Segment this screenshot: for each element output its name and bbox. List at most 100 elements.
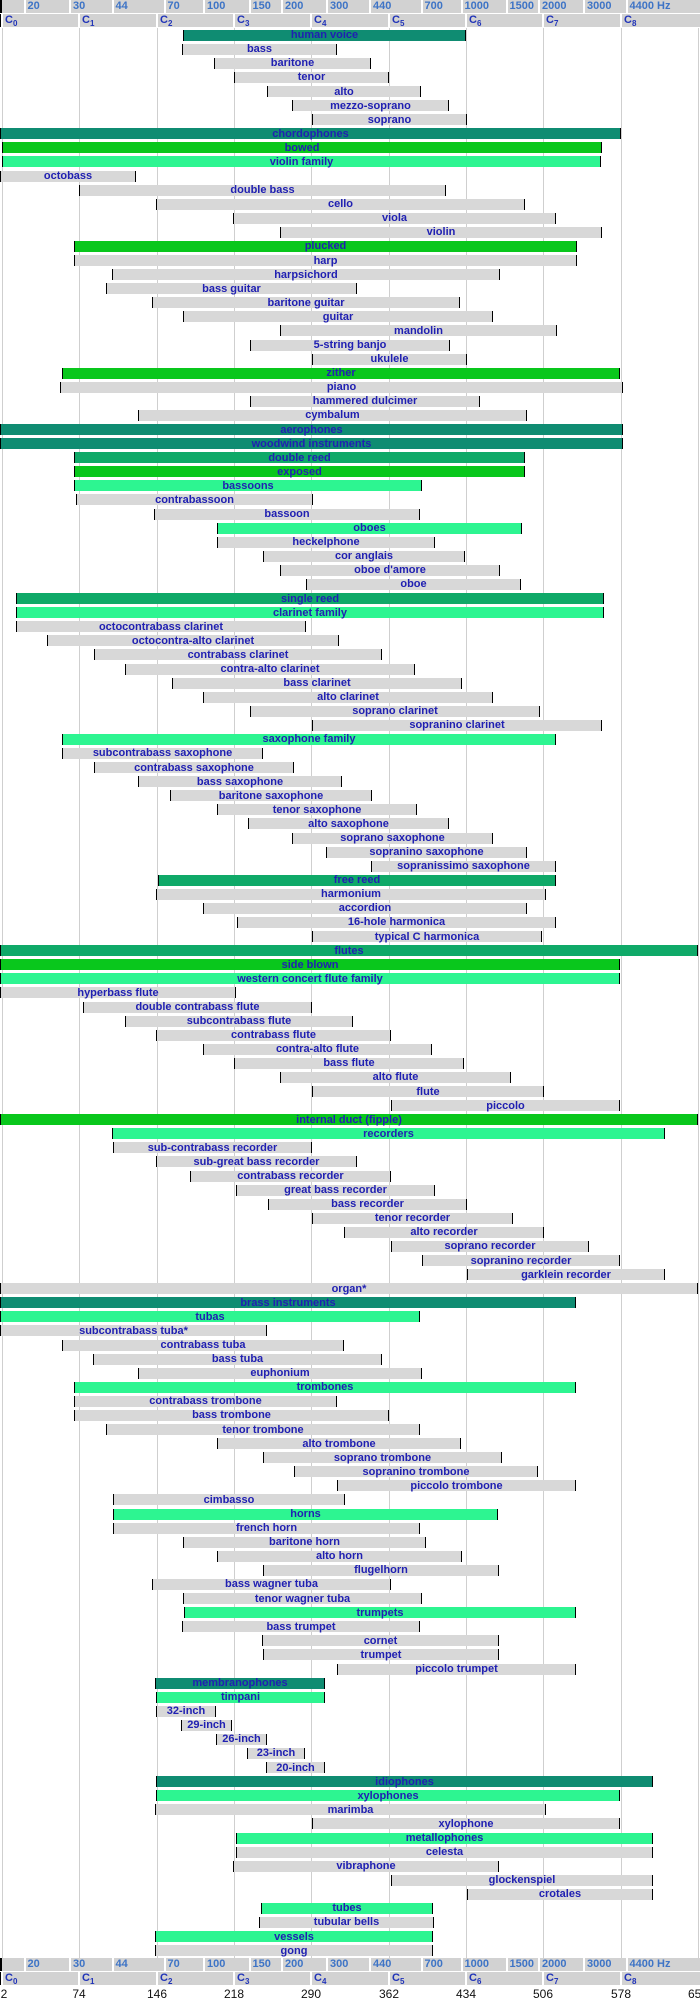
bar-cello	[156, 198, 525, 210]
range-row-subcontrabass-saxophone: subcontrabass saxophone	[0, 746, 700, 760]
label-garklein-recorder: garklein recorder	[521, 1268, 611, 1281]
bar-flute	[312, 1086, 544, 1098]
range-row-viola: viola	[0, 211, 700, 225]
range-row-soprano: soprano	[0, 113, 700, 127]
frequency-tick-label: 44	[115, 0, 128, 12]
frequency-tick	[23, 1957, 26, 1971]
range-row-gong: gong	[0, 1944, 700, 1958]
range-row-single-reed: single reed	[0, 592, 700, 606]
label-16-hole-harmonica: 16-hole harmonica	[347, 916, 446, 929]
bar-guitar	[183, 311, 493, 323]
range-row-western-concert-flute-family: western concert flute family	[0, 972, 700, 986]
label-baritone-saxophone: baritone saxophone	[218, 789, 324, 802]
octave-tick	[156, 14, 158, 28]
frequency-tick	[420, 0, 423, 14]
range-row-xylophone: xylophone	[0, 1817, 700, 1831]
frequency-tick-label: 30	[73, 1957, 86, 1970]
range-row-vessels: vessels	[0, 1930, 700, 1944]
frequency-tick-label: 150	[252, 0, 271, 12]
octave-tick	[233, 1971, 235, 1985]
octave-axis-top: C0 C1 C2 C3 C4 C5 C6 C7 C8	[0, 14, 700, 29]
range-row-glockenspiel: glockenspiel	[0, 1873, 700, 1887]
label-french-horn: french horn	[235, 1522, 298, 1535]
label-bass-trumpet: bass trumpet	[266, 1620, 336, 1633]
label-free-reed: free reed	[333, 874, 381, 887]
label-brass-instruments: brass instruments	[240, 1296, 336, 1309]
label-great-bass-recorder: great bass recorder	[284, 1184, 387, 1197]
label-sopranino-clarinet: sopranino clarinet	[409, 719, 505, 732]
range-row-bass-guitar: bass guitar	[0, 282, 700, 296]
label-piccolo-trombone: piccolo trombone	[410, 1479, 503, 1492]
label-trumpet: trumpet	[360, 1648, 402, 1661]
bar-euphonium	[138, 1367, 422, 1379]
range-row-double-contrabass-flute: double contrabass flute	[0, 1000, 700, 1014]
range-row-contrabass-recorder: contrabass recorder	[0, 1169, 700, 1183]
octave-tick	[1, 14, 3, 28]
ruler-number: 218	[223, 1986, 245, 2001]
range-row-hyperbass-flute: hyperbass flute	[0, 986, 700, 1000]
bar-clarinet-family	[16, 607, 604, 619]
range-row-recorders: recorders	[0, 1127, 700, 1141]
frequency-tick	[538, 0, 540, 14]
bar-alto-clarinet	[203, 691, 493, 703]
bar-bass-guitar	[106, 283, 357, 295]
label-20-inch: 20-inch	[276, 1761, 315, 1774]
ruler-number: 434	[455, 1986, 477, 2001]
frequency-tick-label: 70	[167, 0, 180, 12]
bar-marimba	[155, 1804, 546, 1816]
bar-contrabass-saxophone	[94, 762, 294, 774]
range-row-alto-trombone: alto trombone	[0, 1437, 700, 1451]
range-row-vibraphone: vibraphone	[0, 1859, 700, 1873]
label-cor-anglais: cor anglais	[334, 550, 394, 563]
bar-harp	[74, 255, 577, 267]
range-row-contrabass-flute: contrabass flute	[0, 1028, 700, 1042]
range-row-tenor-trombone: tenor trombone	[0, 1423, 700, 1437]
range-row-cornet: cornet	[0, 1634, 700, 1648]
range-row-bass-tuba: bass tuba	[0, 1352, 700, 1366]
octave-tick	[156, 1971, 158, 1985]
frequency-tick-label: 1500	[509, 0, 534, 12]
label-contrabass-trombone: contrabass trombone	[149, 1395, 262, 1408]
range-row-20-inch: 20-inch	[0, 1761, 700, 1775]
range-row-heckelphone: heckelphone	[0, 535, 700, 549]
bar-alto-flute	[280, 1071, 511, 1083]
bar-western-concert-flute-family	[0, 973, 620, 985]
bar-ukulele	[312, 353, 467, 365]
bar-contrabass-tuba	[62, 1339, 344, 1351]
label-sopranissimo-saxophone: sopranissimo saxophone	[397, 860, 530, 873]
octave-tick	[1, 1971, 3, 1985]
label-contra-alto-flute: contra-alto flute	[275, 1043, 360, 1056]
bar-sopranissimo-saxophone	[371, 860, 556, 872]
label-subcontrabass-saxophone: subcontrabass saxophone	[92, 747, 233, 760]
bar-saxophone-family	[62, 733, 556, 745]
range-row-sopranino-trombone: sopranino trombone	[0, 1465, 700, 1479]
bar-single-reed	[16, 593, 604, 605]
bar-side-blown	[0, 959, 620, 971]
range-row-alto-recorder: alto recorder	[0, 1225, 700, 1239]
label-subcontrabass-tuba: subcontrabass tuba*	[79, 1324, 188, 1337]
octave-tick-label: C2	[160, 14, 173, 29]
bar-bowed	[2, 142, 602, 154]
label-oboe: oboe	[400, 578, 427, 591]
bar-bass-clarinet	[172, 677, 462, 689]
label-double-reed: double reed	[268, 451, 331, 464]
octave-tick	[310, 14, 312, 28]
label-saxophone-family: saxophone family	[262, 733, 356, 746]
octave-tick-label: C4	[314, 1971, 327, 1987]
label-5-string-banjo: 5-string banjo	[313, 339, 387, 352]
bar-mandolin	[280, 325, 557, 337]
range-row-bass-clarinet: bass clarinet	[0, 676, 700, 690]
frequency-tick	[369, 1957, 371, 1971]
bar-double-contrabass-flute	[83, 1001, 312, 1013]
range-row-bass: bass	[0, 42, 700, 56]
label-bowed: bowed	[284, 141, 320, 154]
ruler-number: 74	[72, 1986, 86, 2001]
bar-hammered-dulcimer	[250, 395, 480, 407]
bar-plucked	[74, 240, 577, 252]
label-contrabassoon: contrabassoon	[155, 493, 234, 506]
range-row-euphonium: euphonium	[0, 1366, 700, 1380]
range-row-human-voice: human voice	[0, 28, 700, 42]
label-flugelhorn: flugelhorn	[354, 1564, 408, 1577]
bar-contra-alto-flute	[203, 1043, 432, 1055]
